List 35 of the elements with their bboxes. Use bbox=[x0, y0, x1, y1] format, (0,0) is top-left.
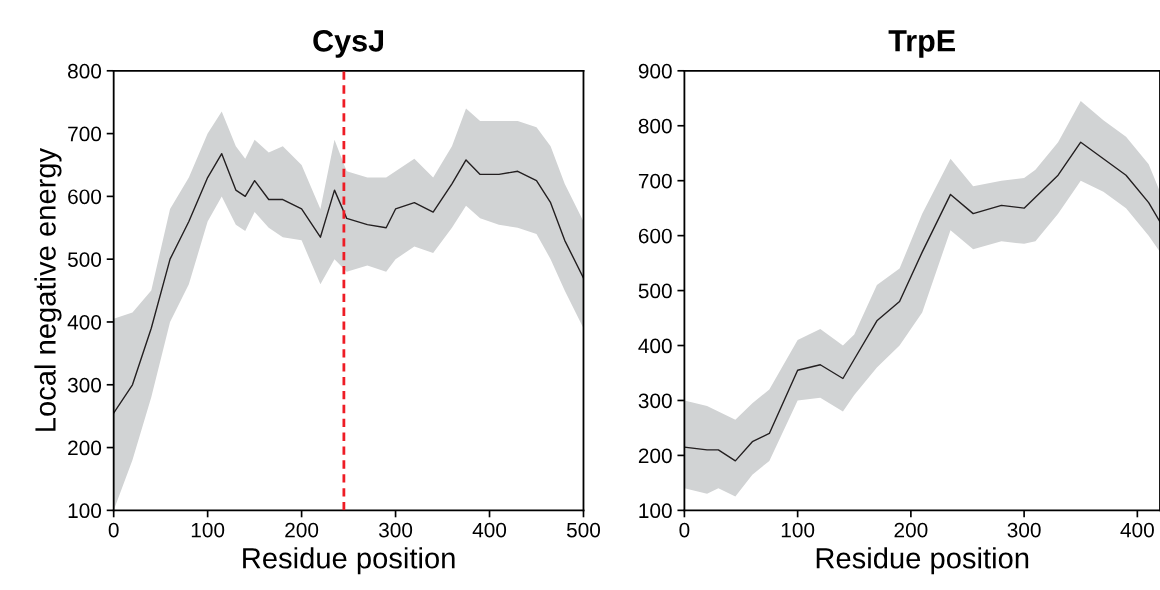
x-tick-label: 100 bbox=[191, 522, 225, 538]
y-tick-label: 100 bbox=[639, 503, 672, 519]
y-tick-label: 600 bbox=[68, 189, 102, 205]
x-axis-title: Residue position bbox=[243, 547, 455, 575]
chart-title: CysJ bbox=[313, 30, 384, 58]
y-tick-label: 900 bbox=[638, 63, 672, 79]
x-tick-label: 200 bbox=[285, 522, 319, 538]
x-axis-title: Residue position bbox=[816, 547, 1029, 575]
x-tick-label: 100 bbox=[781, 522, 815, 538]
y-tick-label: 500 bbox=[67, 252, 102, 267]
y-tick-label: 700 bbox=[68, 126, 102, 142]
x-tick-label: 200 bbox=[894, 522, 928, 538]
x-tick-label: 300 bbox=[1007, 522, 1041, 538]
line-series bbox=[684, 141, 1160, 462]
y-tick-label: 200 bbox=[68, 440, 102, 456]
y-tick-label: 300 bbox=[638, 393, 672, 409]
y-axis-title: Local negative energy bbox=[34, 147, 62, 431]
y-tick-label: 600 bbox=[638, 228, 672, 244]
x-tick-label: 400 bbox=[1120, 522, 1154, 538]
x-tick-label: 500 bbox=[566, 522, 601, 538]
y-tick-label: 700 bbox=[638, 173, 672, 189]
y-tick-label: 500 bbox=[638, 283, 672, 299]
y-tick-label: 100 bbox=[68, 503, 102, 519]
x-tick-label: 300 bbox=[378, 522, 413, 538]
y-tick-label: 200 bbox=[638, 448, 672, 464]
x-tick-label: 0 bbox=[108, 522, 119, 538]
line-series bbox=[113, 152, 584, 414]
y-tick-label: 800 bbox=[68, 63, 102, 79]
x-tick-label: 0 bbox=[679, 522, 690, 538]
y-tick-label: 800 bbox=[638, 118, 672, 134]
y-tick-label: 400 bbox=[638, 338, 672, 354]
y-tick-label: 400 bbox=[67, 314, 102, 330]
x-tick-label: 400 bbox=[472, 522, 507, 538]
chart-title: TrpE bbox=[888, 30, 955, 58]
y-tick-label: 300 bbox=[67, 377, 102, 393]
